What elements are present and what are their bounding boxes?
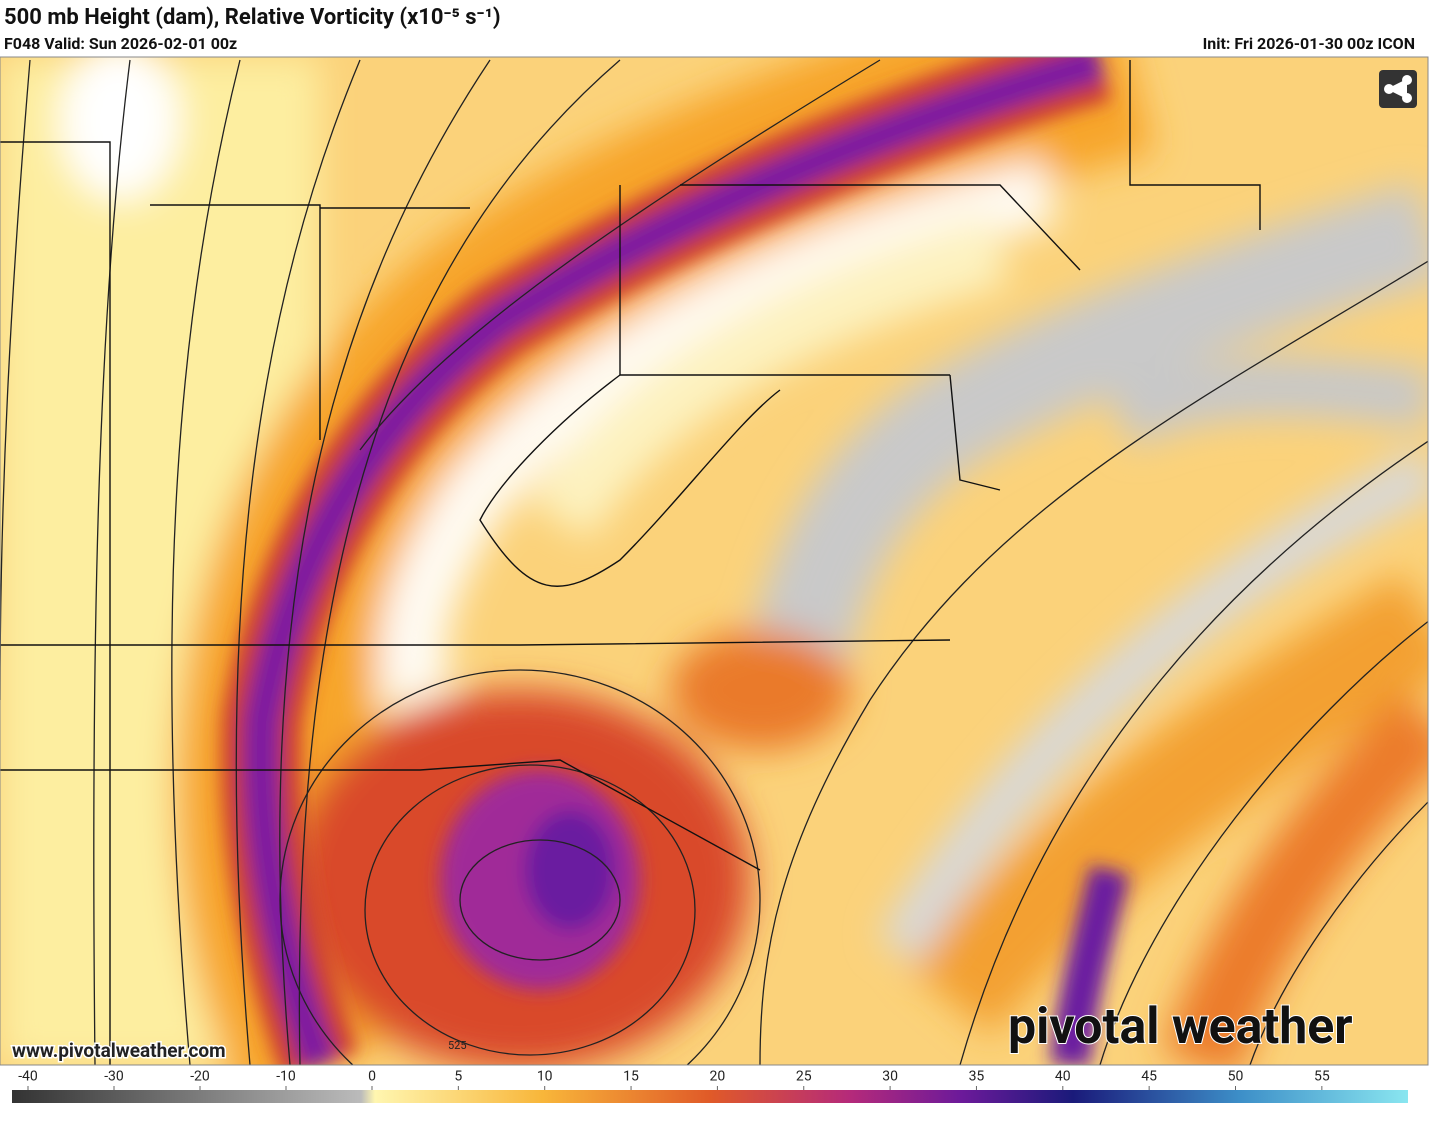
logo: pivotal weather	[1008, 998, 1353, 1056]
colorbar-tick-label: 10	[537, 1069, 553, 1085]
colorbar-tick-label: 45	[1141, 1069, 1157, 1085]
colorbar-tick-label: 55	[1314, 1069, 1330, 1085]
colorbar-gradient	[12, 1090, 1408, 1103]
colorbar-tick-label: 50	[1228, 1069, 1244, 1085]
colorbar-tick-label: 35	[969, 1069, 985, 1085]
colorbar-tick-label: 15	[623, 1069, 639, 1085]
colorbar: -40 -30 -20 -10 0 5 10 15 20 25 30 35 40 45 50 55	[12, 1069, 1408, 1103]
colorbar-tick-label: 0	[368, 1069, 376, 1085]
colorbar-tick-label: 40	[1055, 1069, 1071, 1085]
colorbar-tick-label: -20	[190, 1069, 210, 1085]
init-time: Init: Fri 2026-01-30 00z ICON	[1203, 34, 1415, 53]
colorbar-tick-label: -30	[104, 1069, 124, 1085]
contour-label: 525	[448, 1039, 467, 1052]
colorbar-tick-label: 20	[710, 1069, 726, 1085]
colorbar-tick-label: -10	[276, 1069, 296, 1085]
colorbar-tick-label: 30	[882, 1069, 898, 1085]
colorbar-tick-label: -40	[18, 1069, 38, 1085]
title: 500 mb Height (dam), Relative Vorticity …	[4, 5, 501, 30]
watermark: www.pivotalweather.com	[12, 1039, 226, 1062]
colorbar-tick-label: 5	[454, 1069, 462, 1085]
valid-time: F048 Valid: Sun 2026-02-01 00z	[4, 34, 237, 53]
map: 525 www.pivotalweather.com pivotal weath…	[0, 57, 1428, 1065]
colorbar-tick-label: 25	[796, 1069, 812, 1085]
